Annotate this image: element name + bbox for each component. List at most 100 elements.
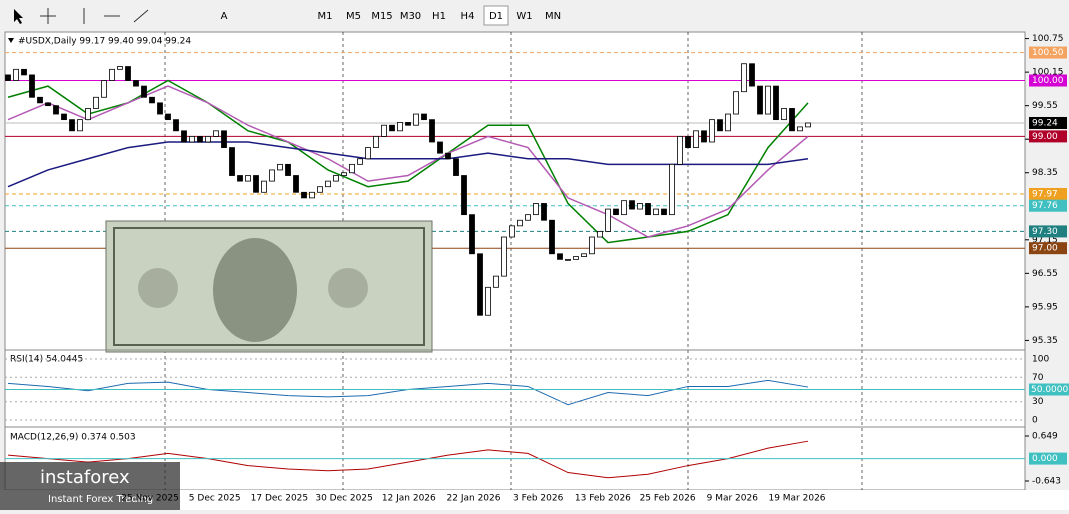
candle — [269, 169, 275, 182]
period-button[interactable]: M5 — [346, 11, 361, 22]
price-tag — [1029, 187, 1067, 200]
price-tag — [1029, 225, 1067, 238]
period-button[interactable]: M1 — [318, 11, 333, 22]
price-tag — [1029, 199, 1067, 212]
candle — [621, 200, 627, 216]
candle — [53, 105, 59, 115]
macd-tick-label: 0.649 — [1032, 432, 1058, 442]
y-tick-label: 100.15 — [1032, 68, 1064, 78]
candle — [101, 80, 107, 98]
candle — [221, 130, 227, 148]
period-button[interactable]: W1 — [516, 11, 532, 22]
candle — [93, 96, 99, 109]
candle — [325, 180, 331, 188]
x-tick-label: 9 Mar 2026 — [707, 494, 759, 504]
rsi-level-label: 50.0000 — [1031, 385, 1068, 395]
candle — [477, 253, 483, 316]
candle — [485, 286, 491, 316]
x-tick-label: 13 Feb 2026 — [575, 494, 631, 504]
candle — [661, 208, 667, 216]
candle — [285, 163, 291, 176]
candle — [493, 275, 499, 288]
candle — [181, 130, 187, 143]
candle — [805, 122, 811, 128]
watermark-box — [0, 462, 180, 510]
candle — [573, 256, 579, 260]
candle — [189, 136, 195, 143]
x-tick-label: 25 Feb 2026 — [640, 494, 696, 504]
candle — [685, 136, 691, 148]
crosshair-icon[interactable] — [40, 8, 56, 24]
macd-level-label: 0.000 — [1032, 454, 1058, 464]
x-tick-label: 30 Dec 2025 — [315, 494, 373, 504]
seal — [138, 268, 178, 308]
candle — [165, 113, 171, 121]
candle — [589, 236, 595, 255]
rsi-level-tag — [1029, 383, 1069, 396]
text-tool[interactable]: A — [221, 11, 228, 22]
y-tick-label: 95.95 — [1032, 302, 1058, 312]
price-tag — [1029, 116, 1067, 129]
candle — [141, 85, 147, 98]
price-tag-label: 97.00 — [1032, 244, 1058, 254]
candle — [429, 119, 435, 143]
candle — [781, 108, 787, 121]
period-button[interactable]: H4 — [461, 11, 475, 22]
candle — [757, 85, 763, 115]
x-tick-label: 19 Mar 2026 — [768, 494, 825, 504]
candle — [653, 208, 659, 216]
candle — [645, 203, 651, 216]
candle — [613, 208, 619, 216]
candle — [117, 66, 123, 70]
period-button[interactable]: MN — [545, 11, 561, 22]
candle — [669, 163, 675, 216]
price-tag — [1029, 74, 1067, 87]
candle — [525, 214, 531, 221]
candle — [541, 203, 547, 221]
cursor-icon[interactable] — [14, 9, 23, 24]
candle — [549, 219, 555, 255]
candle — [21, 68, 27, 76]
candle — [413, 113, 419, 126]
rsi-tick-label: 30 — [1032, 397, 1044, 407]
candle — [77, 119, 83, 132]
price-tag-label: 97.30 — [1032, 227, 1058, 237]
candle — [389, 124, 395, 132]
candle — [365, 147, 371, 160]
toolbar — [0, 0, 1069, 30]
candle — [109, 68, 115, 81]
rsi-tick-label: 70 — [1032, 373, 1044, 383]
watermark-tagline: Instant Forex Trading — [48, 494, 153, 505]
period-button[interactable]: D1 — [489, 11, 503, 22]
candle — [253, 175, 259, 193]
period-button[interactable]: M15 — [371, 11, 392, 22]
candle — [61, 113, 67, 121]
rsi-tick-label: 100 — [1032, 355, 1049, 365]
candle — [533, 203, 539, 216]
y-tick-label: 100.75 — [1032, 34, 1064, 44]
candle — [341, 172, 347, 176]
candle — [37, 96, 43, 104]
x-tick-label: 3 Feb 2026 — [513, 494, 564, 504]
candle — [381, 124, 387, 137]
x-tick-label: 25 Nov 2025 — [121, 494, 179, 504]
price-tag-label: 99.24 — [1032, 118, 1058, 128]
chart-header: #USDX,Daily 99.17 99.40 99.04 99.24 — [18, 37, 191, 47]
candle — [749, 63, 755, 87]
y-tick-label: 96.55 — [1032, 269, 1058, 279]
price-tag — [1029, 242, 1067, 255]
candle — [373, 136, 379, 148]
candle — [333, 175, 339, 182]
line-tools[interactable] — [83, 8, 149, 24]
candle — [581, 253, 587, 257]
period-active — [483, 5, 509, 26]
candle — [509, 225, 515, 238]
candle — [229, 147, 235, 176]
candle — [85, 108, 91, 121]
period-button[interactable]: H1 — [432, 11, 446, 22]
candle — [733, 91, 739, 115]
macd-signal — [7, 440, 809, 479]
period-button[interactable]: M30 — [400, 11, 421, 22]
candle — [717, 119, 723, 132]
